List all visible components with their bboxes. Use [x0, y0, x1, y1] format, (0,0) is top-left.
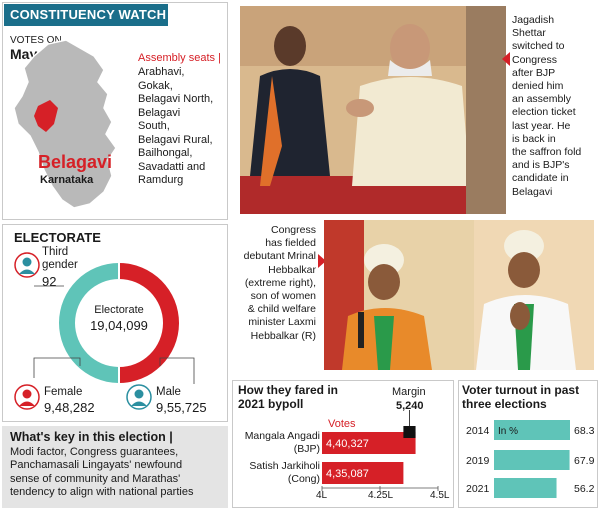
key-panel — [2, 426, 228, 508]
donut-slice-male — [118, 263, 179, 383]
axis-tick-4.5L: 4.5L — [430, 490, 450, 501]
state-name: Karnataka — [40, 174, 94, 186]
photo-hebbalkar — [324, 220, 594, 370]
turnout-value-2021: 56.2 — [574, 483, 595, 495]
bypoll-bar-0 — [322, 432, 416, 454]
key-heading: What's key in this election | — [10, 430, 173, 444]
turnout-unit-label: In % — [498, 426, 518, 437]
turnout-value-2014: 68.3 — [574, 425, 595, 437]
photo-modi-shettar — [240, 6, 506, 214]
turnout-year-2021: 2021 — [466, 483, 490, 495]
caption-arrow-1 — [502, 52, 510, 66]
turnout-bar-2014 — [494, 420, 570, 440]
candidate-2-name: Satish Jarkiholi (Cong) — [249, 460, 320, 485]
bypoll-heading: How they fared in 2021 bypoll — [238, 383, 339, 411]
donut-center-value: 19,04,099 — [90, 318, 148, 333]
assembly-heading: Assembly seats | — [138, 52, 221, 64]
section-header: CONSTITUENCY WATCH — [4, 4, 168, 26]
candidate-1-name: Mangala Angadi (BJP) — [244, 430, 320, 455]
photo2-caption: Congress has fielded debutant Mrinal Hebbal… — [243, 224, 316, 342]
karnataka-map — [13, 39, 117, 209]
turnout-bar-2021 — [494, 478, 557, 498]
turnout-heading: Voter turnout in past three elections — [462, 383, 580, 411]
margin-segment — [403, 426, 416, 438]
third-gender-label: Third gender — [42, 246, 78, 271]
caption-arrow-2 — [318, 254, 326, 268]
district-name: Belagavi — [38, 152, 113, 172]
donut-center-label: Electorate — [94, 304, 144, 316]
bypoll-bar-label-1: 4,35,087 — [326, 468, 369, 480]
turnout-value-2019: 67.9 — [574, 455, 595, 467]
person-icon-third — [14, 252, 40, 278]
turnout-chart: 2014 68.3 2019 67.9 2021 56.2 In % — [466, 420, 595, 498]
third-gender-value: 92 — [42, 274, 57, 289]
assembly-seats-list: Arabhavi, Gokak, Belagavi North, Belagav… — [138, 66, 214, 186]
electorate-heading: ELECTORATE — [14, 230, 101, 245]
electorate-panel — [2, 224, 228, 422]
male-value: 9,55,725 — [156, 400, 207, 415]
bypoll-chart: 4,40,327 4,35,087 — [321, 410, 439, 491]
margin-value: 5,240 — [396, 400, 424, 412]
bypoll-bar-1 — [322, 462, 404, 484]
donut-slice-female — [58, 263, 119, 383]
person-icon-female — [14, 384, 40, 410]
axis-tick-4L: 4L — [316, 490, 328, 501]
photo1-caption: Jagadish Shettar switched to Congress after … — [512, 14, 582, 198]
turnout-year-2019: 2019 — [466, 455, 490, 467]
connector-lines — [33, 285, 195, 384]
person-icon-male — [126, 384, 152, 410]
female-label: Female — [44, 386, 83, 398]
belagavi-highlight — [34, 100, 58, 132]
key-text: Modi factor, Congress guarantees, Pancha… — [10, 446, 194, 499]
turnout-year-2014: 2014 — [466, 425, 490, 437]
bypoll-bar-label-0: 4,40,327 — [326, 438, 369, 450]
margin-label: Margin — [392, 386, 426, 398]
female-value: 9,48,282 — [44, 400, 95, 415]
votes-label: Votes — [328, 418, 356, 430]
axis-tick-4.25L: 4.25L — [368, 490, 394, 501]
votes-on-label: VOTES ON — [10, 35, 62, 46]
electorate-donut — [58, 263, 179, 383]
male-label: Male — [156, 386, 181, 398]
turnout-bar-2019 — [494, 450, 570, 470]
